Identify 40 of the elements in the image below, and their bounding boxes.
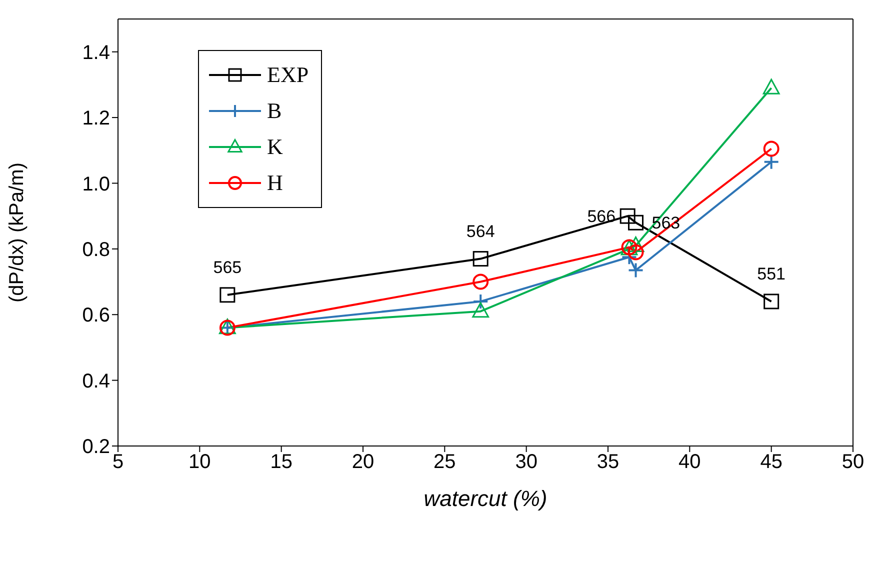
x-tick-label: 20 — [352, 451, 374, 474]
legend-label: B — [267, 98, 282, 124]
y-tick-label: 1.4 — [82, 42, 110, 64]
legend-label: K — [267, 134, 283, 160]
point — [627, 236, 644, 252]
point — [628, 262, 644, 278]
x-tick-label: 35 — [596, 451, 620, 474]
legend-label: H — [267, 170, 283, 196]
point — [763, 140, 780, 157]
point — [620, 208, 636, 224]
y-tick-label: 1.0 — [82, 173, 110, 196]
point — [764, 294, 780, 310]
x-tick-label: 15 — [270, 451, 292, 474]
point — [472, 302, 490, 318]
x-tick-label: 45 — [760, 451, 782, 474]
y-tick-label: 0.8 — [82, 239, 110, 262]
annotation: 564 — [466, 222, 495, 241]
x-axis-title: watercut (%) — [424, 486, 548, 511]
x-tick-label: 40 — [678, 451, 701, 474]
annotation: 565 — [213, 258, 242, 277]
x-tick-label: 50 — [842, 451, 864, 474]
legend-label: EXP — [267, 62, 309, 88]
point — [762, 78, 780, 94]
point — [763, 154, 780, 170]
x-tick-label: 10 — [188, 451, 211, 474]
y-tick-label: 0.2 — [82, 436, 110, 458]
y-tick-label: 0.4 — [82, 370, 110, 392]
point — [472, 274, 489, 290]
y-tick-label: 0.6 — [82, 304, 110, 327]
point — [628, 214, 644, 230]
point — [472, 251, 488, 267]
y-axis-title: (dP/dx) (kPa/m) — [6, 162, 28, 303]
point — [472, 293, 489, 310]
point — [220, 287, 236, 303]
x-tick-label: 5 — [112, 451, 124, 474]
point — [628, 244, 644, 260]
x-tick-label: 30 — [515, 451, 538, 474]
x-tick-label: 25 — [434, 451, 456, 474]
annotation: 551 — [757, 264, 786, 284]
y-tick-label: 1.2 — [82, 108, 110, 130]
